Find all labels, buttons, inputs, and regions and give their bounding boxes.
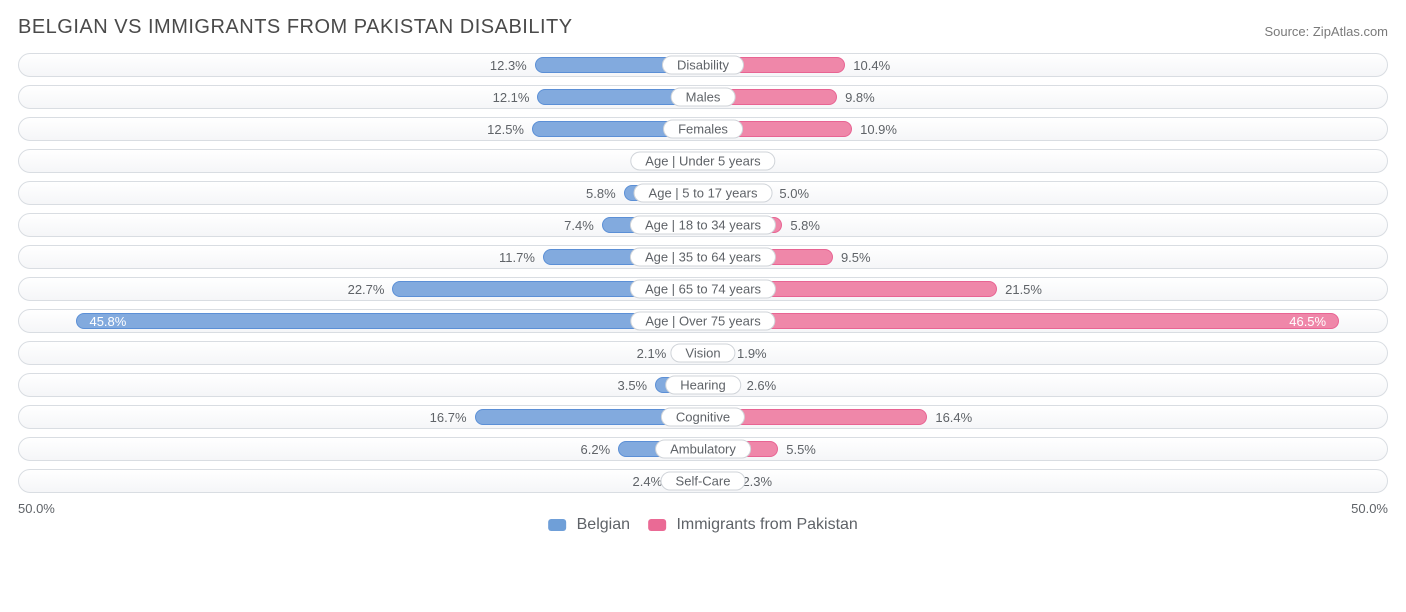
category-label: Disability bbox=[662, 56, 744, 75]
chart-row: 7.4% 5.8% Age | 18 to 34 years bbox=[18, 213, 1388, 237]
chart-row: 5.8% 5.0%Age | 5 to 17 years bbox=[18, 181, 1388, 205]
value-right: 5.5% bbox=[778, 442, 824, 457]
chart-row: 11.7% 9.5% Age | 35 to 64 years bbox=[18, 245, 1388, 269]
value-left: 12.1% bbox=[485, 90, 538, 105]
value-right: 5.0% bbox=[771, 186, 817, 201]
chart-row: 12.3% 10.4% Disability bbox=[18, 53, 1388, 77]
value-right: 9.5% bbox=[833, 250, 879, 265]
legend-label-right: Immigrants from Pakistan bbox=[676, 516, 857, 533]
value-right: 5.8% bbox=[782, 218, 828, 233]
value-left: 22.7% bbox=[340, 282, 393, 297]
category-label: Ambulatory bbox=[655, 440, 751, 459]
value-left: 12.5% bbox=[479, 122, 532, 137]
category-label: Age | 18 to 34 years bbox=[630, 216, 776, 235]
legend-label-left: Belgian bbox=[577, 516, 630, 533]
value-left: 3.5% bbox=[609, 378, 655, 393]
bar-left: 45.8% bbox=[76, 313, 703, 329]
axis-max-left: 50.0% bbox=[18, 501, 55, 516]
legend-swatch-left bbox=[548, 519, 566, 531]
legend-item-right: Immigrants from Pakistan bbox=[648, 516, 858, 534]
category-label: Age | 35 to 64 years bbox=[630, 248, 776, 267]
category-label: Age | Over 75 years bbox=[630, 312, 775, 331]
value-right: 1.9% bbox=[729, 346, 775, 361]
category-label: Age | 65 to 74 years bbox=[630, 280, 776, 299]
legend-item-left: Belgian bbox=[548, 516, 630, 534]
category-label: Hearing bbox=[665, 376, 741, 395]
value-left: 16.7% bbox=[422, 410, 475, 425]
value-left: 11.7% bbox=[491, 250, 543, 265]
axis-max-right: 50.0% bbox=[1351, 501, 1388, 516]
legend: Belgian Immigrants from Pakistan bbox=[548, 516, 858, 534]
chart-row: 12.1% 9.8% Males bbox=[18, 85, 1388, 109]
category-label: Males bbox=[671, 88, 736, 107]
legend-swatch-right bbox=[648, 519, 666, 531]
value-right: 21.5% bbox=[997, 282, 1050, 297]
chart-row: 2.1% 1.9%Vision bbox=[18, 341, 1388, 365]
chart-row: 12.5% 10.9% Females bbox=[18, 117, 1388, 141]
category-label: Vision bbox=[670, 344, 735, 363]
value-right: 46.5% bbox=[1281, 314, 1334, 329]
chart-row: 6.2% 5.5% Ambulatory bbox=[18, 437, 1388, 461]
value-left: 12.3% bbox=[482, 58, 535, 73]
category-label: Self-Care bbox=[661, 472, 746, 491]
value-left: 6.2% bbox=[573, 442, 619, 457]
value-left: 2.1% bbox=[629, 346, 675, 361]
value-right: 16.4% bbox=[927, 410, 980, 425]
value-right: 10.4% bbox=[845, 58, 898, 73]
diverging-bar-chart: 12.3%10.4%Disability12.1%9.8%Males12.5%1… bbox=[18, 53, 1388, 493]
value-left: 5.8% bbox=[578, 186, 624, 201]
category-label: Cognitive bbox=[661, 408, 745, 427]
chart-title: BELGIAN VS IMMIGRANTS FROM PAKISTAN DISA… bbox=[18, 16, 573, 39]
value-right: 2.6% bbox=[739, 378, 785, 393]
chart-row: 16.7% 16.4% Cognitive bbox=[18, 405, 1388, 429]
value-left: 45.8% bbox=[81, 314, 134, 329]
chart-row: 2.4%2.3%Self-Care bbox=[18, 469, 1388, 493]
value-right: 10.9% bbox=[852, 122, 905, 137]
category-label: Age | Under 5 years bbox=[630, 152, 775, 171]
chart-row: 22.7% 21.5% Age | 65 to 74 years bbox=[18, 277, 1388, 301]
chart-row: 45.8% 46.5% Age | Over 75 years bbox=[18, 309, 1388, 333]
category-label: Age | 5 to 17 years bbox=[634, 184, 773, 203]
value-right: 9.8% bbox=[837, 90, 883, 105]
category-label: Females bbox=[663, 120, 743, 139]
chart-row: 3.5% 2.6%Hearing bbox=[18, 373, 1388, 397]
source-label: Source: ZipAtlas.com bbox=[1264, 24, 1388, 39]
bar-right: 46.5% bbox=[703, 313, 1339, 329]
value-left: 7.4% bbox=[556, 218, 602, 233]
chart-row: 1.4%1.1%Age | Under 5 years bbox=[18, 149, 1388, 173]
